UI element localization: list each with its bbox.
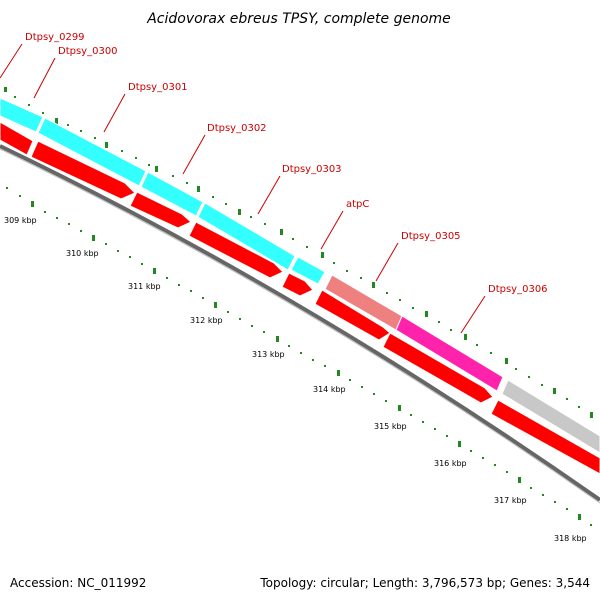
cds-arrow-6[interactable]	[314, 289, 391, 341]
kbp-label: 309 kbp	[4, 216, 37, 225]
gene-label-dtpsy-0302[interactable]: Dtpsy_0302	[207, 123, 267, 134]
gene-block-cyan-3[interactable]	[140, 171, 204, 217]
backbone-highlight	[0, 148, 600, 504]
kbp-label: 311 kbp	[128, 282, 161, 291]
cds-track	[0, 121, 600, 475]
leader-dtpsy-0300	[33, 57, 56, 99]
map-title: Acidovorax ebreus TPSY, complete genome	[146, 11, 451, 27]
kbp-label: 314 kbp	[313, 385, 346, 394]
kbp-label: 313 kbp	[252, 350, 285, 359]
leader-dtpsy-0302	[182, 134, 206, 175]
genome-backbone	[0, 144, 600, 504]
cds-arrow-2[interactable]	[30, 140, 136, 200]
leader-dtpsy-0303	[257, 175, 281, 215]
cds-arrow-3[interactable]	[129, 191, 192, 229]
gene-block-magenta[interactable]	[395, 315, 504, 392]
gene-label-dtpsy-0303[interactable]: Dtpsy_0303	[282, 164, 342, 175]
gene-label-dtpsy-0301[interactable]: Dtpsy_0301	[128, 82, 188, 93]
gene-label-dtpsy-0306[interactable]: Dtpsy_0306	[488, 284, 548, 295]
gene-block-grey[interactable]	[501, 379, 600, 454]
gene-block-cyan-1[interactable]	[0, 97, 44, 133]
cds-arrow-1[interactable]	[0, 121, 34, 156]
leader-dtpsy-0301	[103, 93, 126, 133]
kbp-label: 316 kbp	[434, 459, 467, 468]
gene-label-dtpsy-0305[interactable]: Dtpsy_0305	[401, 231, 461, 242]
inner-tick-track	[6, 187, 592, 526]
gene-label-dtpsy-0299[interactable]: Dtpsy_0299	[25, 32, 85, 43]
cds-arrow-7[interactable]	[382, 332, 494, 404]
gene-block-cyan-2[interactable]	[37, 117, 147, 187]
leader-dtpsy-0299	[0, 43, 23, 79]
cds-arrow-5[interactable]	[281, 272, 314, 297]
kbp-label: 310 kbp	[66, 249, 99, 258]
gene-label-dtpsy-0300[interactable]: Dtpsy_0300	[58, 46, 118, 57]
gene-label-atpc[interactable]: atpC	[346, 199, 369, 210]
label-leaders	[0, 43, 486, 334]
gene-labels: Dtpsy_0299 Dtpsy_0300 Dtpsy_0301 Dtpsy_0…	[25, 32, 548, 295]
outer-tick-track	[4, 87, 593, 418]
kbp-label: 312 kbp	[190, 316, 223, 325]
kbp-label: 318 kbp	[554, 534, 587, 543]
leader-dtpsy-0305	[375, 242, 399, 282]
kbp-label: 317 kbp	[494, 496, 527, 505]
gene-blocks-track	[0, 97, 600, 454]
leader-dtpsy-0306	[460, 295, 486, 334]
gene-block-cyan-4[interactable]	[197, 202, 296, 271]
kbp-labels: 309 kbp 310 kbp 311 kbp 312 kbp 313 kbp …	[4, 216, 587, 543]
backbone-line	[0, 144, 600, 502]
cds-arrow-4[interactable]	[188, 221, 284, 279]
gene-block-cyan-5[interactable]	[290, 256, 326, 285]
genome-summary-text: Topology: circular; Length: 3,796,573 bp…	[259, 576, 590, 590]
leader-atpc	[320, 210, 344, 250]
cds-arrow-8[interactable]	[490, 399, 600, 475]
accession-text: Accession: NC_011992	[10, 576, 146, 590]
kbp-label: 315 kbp	[374, 422, 407, 431]
